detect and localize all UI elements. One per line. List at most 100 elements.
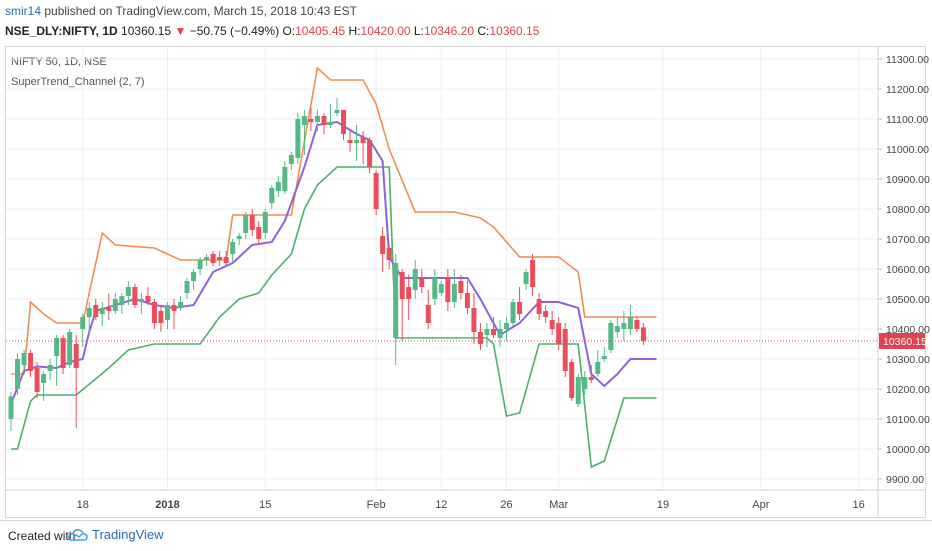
candle xyxy=(230,239,236,263)
candle xyxy=(308,107,314,131)
candle-body xyxy=(197,260,203,269)
candle-body xyxy=(223,257,229,263)
last-price-label: 10360.15 xyxy=(883,336,927,348)
candle xyxy=(536,293,542,320)
candle-body xyxy=(8,396,14,419)
y-tick-label: 10000.00 xyxy=(886,444,930,456)
candle xyxy=(458,275,464,299)
candle xyxy=(138,293,144,314)
candle xyxy=(314,110,320,131)
candle xyxy=(432,269,438,305)
candle-body xyxy=(41,374,47,383)
candle xyxy=(523,269,529,290)
x-tick-label: 18 xyxy=(77,499,89,511)
candle-body xyxy=(334,110,340,113)
chart-frame[interactable] xyxy=(5,46,926,518)
x-tick-label: Mar xyxy=(549,499,568,511)
candle-body xyxy=(406,287,412,299)
candle-body xyxy=(125,287,131,296)
candle xyxy=(484,323,490,347)
candle-body xyxy=(28,353,34,371)
ohlc-bar: NSE_DLY:NIFTY, 1D 10360.15 ▼ −50.75 (−0.… xyxy=(5,24,539,38)
candle xyxy=(640,323,646,346)
candle xyxy=(236,233,242,245)
candle xyxy=(99,302,105,326)
candle-body xyxy=(523,272,529,284)
candle-body xyxy=(321,116,327,125)
candle-body xyxy=(314,116,320,122)
candle xyxy=(171,299,177,329)
candle xyxy=(67,329,73,368)
candle xyxy=(47,359,53,380)
candle-body xyxy=(217,257,223,260)
candle-body xyxy=(445,278,451,302)
candle xyxy=(608,320,614,353)
candle xyxy=(595,350,601,377)
candle xyxy=(406,275,412,320)
footer: Created with TradingView xyxy=(0,520,932,551)
tradingview-logo[interactable]: TradingView xyxy=(68,527,164,542)
candle xyxy=(445,269,451,311)
candle xyxy=(588,365,594,383)
candle xyxy=(301,110,307,155)
candle-body xyxy=(60,338,66,368)
y-tick-label: 10300.00 xyxy=(886,354,930,366)
publisher-username[interactable]: smir14 xyxy=(5,4,42,18)
candle-body xyxy=(490,329,496,335)
candle xyxy=(464,281,470,314)
high-label: H: xyxy=(348,24,361,38)
candle-body xyxy=(93,305,99,317)
candle xyxy=(614,317,620,338)
created-with-label: Created with xyxy=(8,529,76,543)
candle xyxy=(451,269,457,308)
y-tick-label: 10600.00 xyxy=(886,264,930,276)
candle-body xyxy=(210,254,216,263)
candle xyxy=(490,317,496,338)
candle-body xyxy=(380,236,386,254)
candle-body xyxy=(86,308,92,317)
candle-body xyxy=(588,377,594,380)
x-tick-label: 19 xyxy=(657,499,669,511)
candle-body xyxy=(178,302,184,308)
candle-body xyxy=(562,329,568,371)
candle xyxy=(549,311,555,335)
candle xyxy=(399,269,405,341)
candle xyxy=(412,260,418,299)
indicator-legend[interactable]: SuperTrend_Channel (2, 7) xyxy=(11,76,145,88)
candle xyxy=(373,170,379,215)
low-label: L: xyxy=(413,24,424,38)
candle-body xyxy=(530,260,536,287)
candle-body xyxy=(432,278,438,299)
y-tick-label: 10100.00 xyxy=(886,414,930,426)
candle-body xyxy=(373,173,379,209)
candle xyxy=(145,287,151,305)
candle-body xyxy=(510,302,516,323)
candle-body xyxy=(99,308,105,314)
symbol-label: NSE_DLY:NIFTY, 1D xyxy=(5,24,118,38)
candle xyxy=(497,320,503,347)
candle xyxy=(517,287,523,320)
candle-body xyxy=(295,119,301,158)
candle xyxy=(634,317,640,332)
publisher-line: smir14 published on TradingView.com, Mar… xyxy=(5,4,357,18)
tradingview-brand: TradingView xyxy=(92,527,164,542)
candle-body xyxy=(458,281,464,293)
candle-body xyxy=(595,362,601,374)
candle xyxy=(425,290,431,329)
y-tick-label: 10900.00 xyxy=(886,174,930,186)
candle-body xyxy=(138,299,144,302)
candle-body xyxy=(191,272,197,281)
candle-body xyxy=(627,317,633,329)
candle-body xyxy=(151,302,157,323)
candle-body xyxy=(73,344,79,368)
candle xyxy=(438,281,444,296)
lower-band-line xyxy=(11,166,657,469)
candle xyxy=(112,293,118,314)
candle xyxy=(184,278,190,299)
candle-body xyxy=(308,119,314,122)
price-chart[interactable]: 9900.00 10000.00 10100.00 10200.00 10300.00 1… xyxy=(0,0,932,520)
candle xyxy=(21,350,27,371)
candle-body xyxy=(634,320,640,329)
candle xyxy=(158,305,164,332)
candle xyxy=(601,347,607,362)
